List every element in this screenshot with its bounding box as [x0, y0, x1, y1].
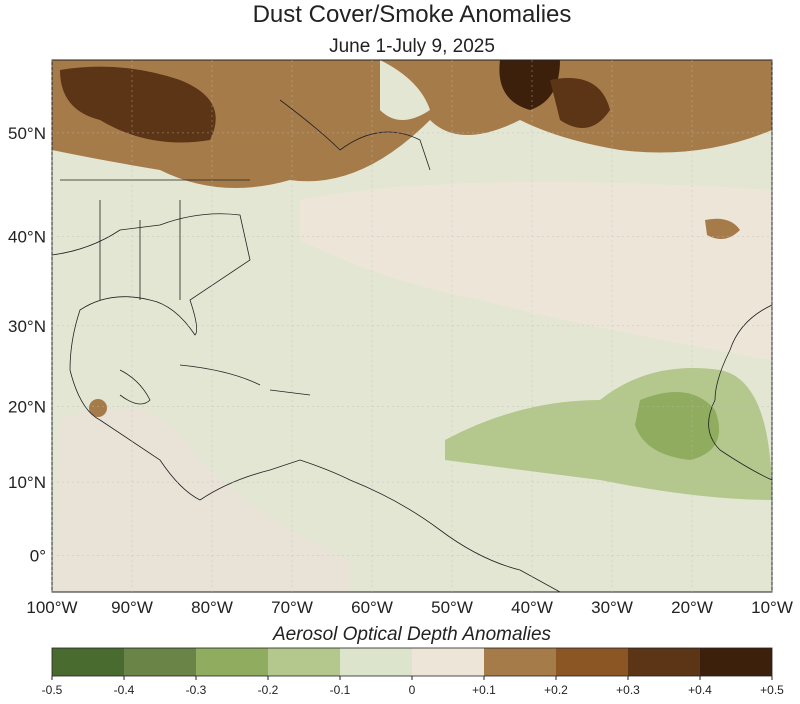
lon-tick-label: 20°W: [671, 598, 713, 617]
lat-tick-label: 30°N: [8, 317, 46, 336]
lon-tick-label: 100°W: [26, 598, 77, 617]
lon-tick-label: 50°W: [431, 598, 473, 617]
colorbar-tick-label: +0.2: [544, 683, 568, 697]
subtitle: June 1-July 9, 2025: [329, 36, 495, 57]
lon-tick-label: 70°W: [271, 598, 313, 617]
colorbar-tick-label: +0.4: [688, 683, 712, 697]
colorbar-tick-label: -0.5: [42, 683, 63, 697]
lon-tick-label: 30°W: [591, 598, 633, 617]
colorbar-tick-label: +0.3: [616, 683, 640, 697]
colorbar-tick-label: -0.2: [258, 683, 279, 697]
lat-tick-label: 50°N: [8, 124, 46, 143]
colorbar-swatch: [628, 648, 700, 676]
lat-tick-label: 0°: [30, 546, 46, 565]
lat-tick-label: 40°N: [8, 227, 46, 246]
colorbar-label: Aerosol Optical Depth Anomalies: [272, 624, 552, 645]
lat-tick-label: 20°N: [8, 397, 46, 416]
colorbar-tick-label: 0: [409, 683, 416, 697]
colorbar-swatch: [412, 648, 484, 676]
colorbar-tick-label: +0.1: [472, 683, 496, 697]
colorbar-swatch: [340, 648, 412, 676]
colorbar-swatch: [700, 648, 772, 676]
colorbar-swatch: [484, 648, 556, 676]
lon-tick-label: 40°W: [511, 598, 553, 617]
colorbar-swatch: [124, 648, 196, 676]
lon-tick-label: 60°W: [351, 598, 393, 617]
colorbar-swatch: [196, 648, 268, 676]
colorbar-tick-label: -0.1: [330, 683, 351, 697]
colorbar-swatch: [556, 648, 628, 676]
colorbar-swatch: [268, 648, 340, 676]
colorbar-tick-label: -0.4: [114, 683, 135, 697]
lon-tick-label: 90°W: [111, 598, 153, 617]
lat-tick-label: 10°N: [8, 473, 46, 492]
colorbar-swatch: [52, 648, 124, 676]
colorbar-tick-label: -0.3: [186, 683, 207, 697]
lon-tick-label: 80°W: [191, 598, 233, 617]
title: Dust Cover/Smoke Anomalies: [253, 1, 572, 28]
lon-tick-label: 10°W: [751, 598, 793, 617]
colorbar-tick-label: +0.5: [760, 683, 784, 697]
